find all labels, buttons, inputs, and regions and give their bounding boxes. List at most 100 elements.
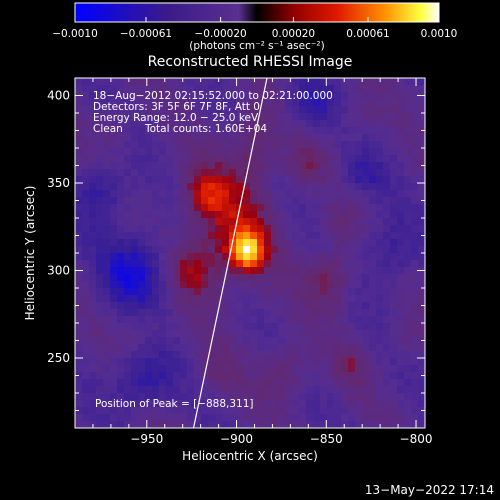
heatmap-cell bbox=[180, 386, 188, 394]
heatmap-cell bbox=[334, 197, 342, 205]
heatmap-cell bbox=[278, 155, 286, 163]
heatmap-cell bbox=[327, 323, 335, 331]
heatmap-cell bbox=[334, 288, 342, 296]
heatmap-cell bbox=[334, 344, 342, 352]
heatmap-cell bbox=[390, 400, 398, 408]
heatmap-cell bbox=[236, 316, 244, 324]
heatmap-cell bbox=[75, 239, 83, 247]
heatmap-cell bbox=[124, 225, 132, 233]
heatmap-cell bbox=[418, 365, 425, 373]
heatmap-cell bbox=[138, 162, 146, 170]
heatmap-cell bbox=[138, 337, 146, 345]
heatmap-cell bbox=[348, 323, 356, 331]
heatmap-cell bbox=[152, 155, 160, 163]
heatmap-cell bbox=[243, 421, 251, 428]
heatmap-cell bbox=[229, 316, 237, 324]
heatmap-cell bbox=[292, 232, 300, 240]
heatmap-cell bbox=[180, 281, 188, 289]
heatmap-cell bbox=[418, 351, 425, 359]
heatmap-cell bbox=[194, 330, 202, 338]
heatmap-cell bbox=[250, 281, 258, 289]
heatmap-cell bbox=[89, 120, 97, 128]
heatmap-cell bbox=[278, 176, 286, 184]
heatmap-cell bbox=[271, 211, 279, 219]
heatmap-cell bbox=[180, 155, 188, 163]
heatmap-cell bbox=[138, 316, 146, 324]
heatmap-cell bbox=[166, 407, 174, 415]
heatmap-cell bbox=[103, 176, 111, 184]
heatmap-cell bbox=[243, 92, 251, 100]
heatmap-cell bbox=[215, 379, 223, 387]
heatmap-cell bbox=[103, 316, 111, 324]
heatmap-cell bbox=[201, 337, 209, 345]
heatmap-cell bbox=[96, 239, 104, 247]
heatmap-cell bbox=[292, 400, 300, 408]
heatmap-cell bbox=[187, 372, 195, 380]
heatmap-cell bbox=[152, 246, 160, 254]
heatmap-cell bbox=[369, 239, 377, 247]
heatmap-cell bbox=[75, 120, 83, 128]
heatmap-cell bbox=[82, 141, 90, 149]
heatmap-cell bbox=[110, 148, 118, 156]
heatmap-cell bbox=[292, 204, 300, 212]
heatmap-cell bbox=[341, 127, 349, 135]
heatmap-cell bbox=[215, 239, 223, 247]
heatmap-cell bbox=[278, 372, 286, 380]
heatmap-cell bbox=[320, 260, 328, 268]
heatmap-cell bbox=[131, 190, 139, 198]
heatmap-cell bbox=[152, 85, 160, 93]
heatmap-cell bbox=[299, 155, 307, 163]
heatmap-cell bbox=[334, 78, 342, 86]
heatmap-cell bbox=[89, 183, 97, 191]
heatmap-cell bbox=[89, 204, 97, 212]
heatmap-cell bbox=[362, 148, 370, 156]
heatmap-cell bbox=[215, 281, 223, 289]
heatmap-cell bbox=[418, 274, 425, 282]
heatmap-cell bbox=[236, 155, 244, 163]
heatmap-cell bbox=[327, 92, 335, 100]
heatmap-cell bbox=[271, 127, 279, 135]
heatmap-cell bbox=[292, 127, 300, 135]
heatmap-cell bbox=[215, 85, 223, 93]
heatmap-cell bbox=[264, 365, 272, 373]
heatmap-cell bbox=[208, 197, 216, 205]
heatmap-cell bbox=[117, 393, 125, 401]
heatmap-cell bbox=[341, 148, 349, 156]
heatmap-cell bbox=[229, 225, 237, 233]
heatmap-cell bbox=[138, 239, 146, 247]
heatmap-cell bbox=[138, 99, 146, 107]
heatmap-cell bbox=[243, 148, 251, 156]
heatmap-cell bbox=[187, 211, 195, 219]
heatmap-cell bbox=[320, 386, 328, 394]
heatmap-cell bbox=[264, 337, 272, 345]
heatmap-cell bbox=[313, 365, 321, 373]
heatmap-cell bbox=[75, 316, 83, 324]
heatmap-cell bbox=[299, 134, 307, 142]
heatmap-cell bbox=[117, 302, 125, 310]
heatmap-cell bbox=[180, 218, 188, 226]
heatmap-cell bbox=[229, 190, 237, 198]
heatmap-cell bbox=[292, 85, 300, 93]
heatmap-cell bbox=[117, 337, 125, 345]
heatmap-cell bbox=[96, 260, 104, 268]
heatmap-cell bbox=[313, 78, 321, 86]
heatmap-cell bbox=[264, 372, 272, 380]
heatmap-cell bbox=[369, 169, 377, 177]
heatmap-cell bbox=[117, 127, 125, 135]
heatmap-cell bbox=[285, 246, 293, 254]
heatmap-cell bbox=[89, 365, 97, 373]
heatmap-cell bbox=[229, 246, 237, 254]
heatmap-cell bbox=[271, 414, 279, 422]
heatmap-cell bbox=[117, 169, 125, 177]
heatmap-cell bbox=[313, 204, 321, 212]
heatmap-cell bbox=[82, 246, 90, 254]
heatmap-cell bbox=[243, 225, 251, 233]
heatmap-cell bbox=[292, 351, 300, 359]
heatmap-cell bbox=[201, 379, 209, 387]
heatmap-cell bbox=[334, 351, 342, 359]
heatmap-cell bbox=[187, 253, 195, 261]
heatmap-cell bbox=[264, 190, 272, 198]
heatmap-cell bbox=[208, 106, 216, 114]
heatmap-cell bbox=[180, 92, 188, 100]
heatmap-cell bbox=[383, 204, 391, 212]
